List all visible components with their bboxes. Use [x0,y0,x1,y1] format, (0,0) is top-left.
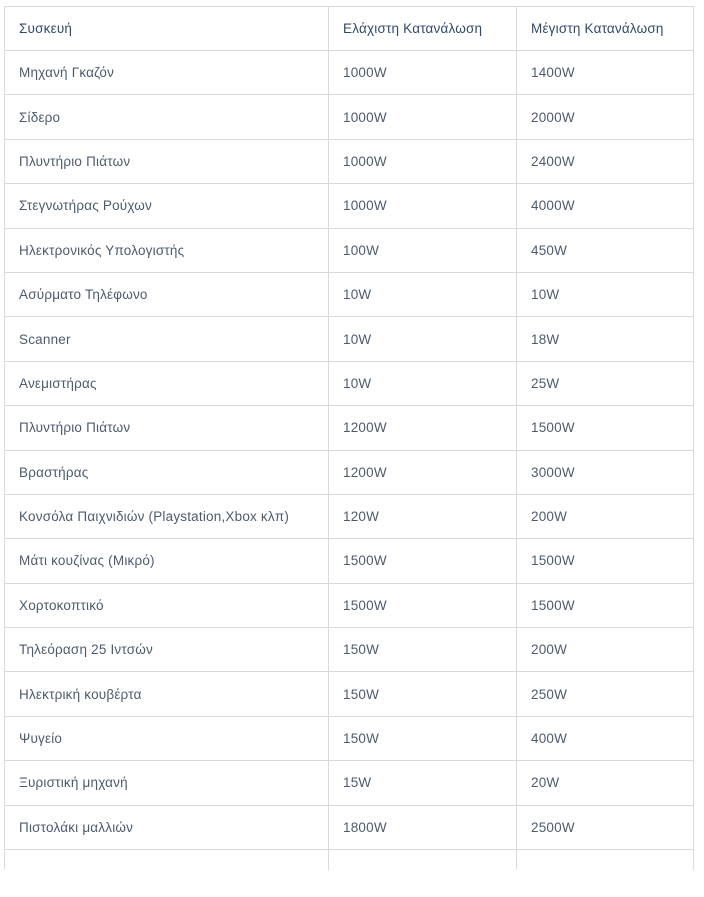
device-cell: Κονσόλα Παιχνιδιών (Playstation,Xbox κλπ… [4,493,329,540]
table-row: Πλυντήριο Πιάτων 1000W 2400W [4,138,694,185]
device-cell: Μάτι κουζίνας (Μικρό) [4,538,329,584]
table-row: Ανεμιστήρας 10W 25W [4,360,694,407]
table-row: Μάτι κουζίνας (Μικρό) 1500W 1500W [4,538,694,584]
device-cell: Βραστήρας [4,449,329,495]
min-consumption-cell: 1000W [328,183,517,229]
device-cell: Ψυγείο [4,715,329,762]
min-consumption-cell: 1500W [328,582,517,629]
min-consumption-cell: 120W [328,493,517,540]
max-consumption-cell: 1400W [516,49,694,96]
max-consumption-cell: 200W [516,493,694,540]
table-row: Σίδερο 1000W 2000W [4,94,694,140]
min-consumption-cell: 100W [328,227,517,273]
min-consumption-cell: 10W [328,360,517,407]
column-header-device: Συσκευή [4,6,329,51]
max-consumption-cell: 400W [516,715,694,762]
max-consumption-cell: 20W [516,760,694,806]
partial-table-row [4,849,694,870]
max-consumption-cell: 4000W [516,183,694,229]
column-header-min-consumption: Ελάχιστη Κατανάλωση [328,6,517,51]
table-row: Κονσόλα Παιχνιδιών (Playstation,Xbox κλπ… [4,493,694,540]
device-cell: Ηλεκτρονικός Υπολογιστής [4,227,329,273]
min-consumption-cell: 1000W [328,138,517,185]
table-row: Πιστολάκι μαλλιών 1800W 2500W [4,804,694,851]
min-consumption-cell: 1000W [328,94,517,140]
empty-cell [4,849,329,870]
min-consumption-cell: 1200W [328,405,517,451]
table-row: Ηλεκτρική κουβέρτα 150W 250W [4,671,694,717]
max-consumption-cell: 18W [516,316,694,362]
table-row: Ηλεκτρονικός Υπολογιστής 100W 450W [4,227,694,273]
device-cell: Ηλεκτρική κουβέρτα [4,671,329,717]
device-cell: Στεγνωτήρας Ρούχων [4,183,329,229]
max-consumption-cell: 1500W [516,582,694,629]
device-cell: Πλυντήριο Πιάτων [4,405,329,451]
max-consumption-cell: 200W [516,627,694,673]
max-consumption-cell: 250W [516,671,694,717]
min-consumption-cell: 150W [328,671,517,717]
max-consumption-cell: 2500W [516,804,694,851]
min-consumption-cell: 10W [328,271,517,318]
table-row: Βραστήρας 1200W 3000W [4,449,694,495]
max-consumption-cell: 2400W [516,138,694,185]
table-row: Μηχανή Γκαζόν 1000W 1400W [4,49,694,96]
device-cell: Πλυντήριο Πιάτων [4,138,329,185]
header-row: Συσκευή Ελάχιστη Κατανάλωση Μέγιστη Κατα… [4,6,694,51]
device-cell: Ξυριστική μηχανή [4,760,329,806]
empty-cell [516,849,694,870]
device-cell: Μηχανή Γκαζόν [4,49,329,96]
table-row: Πλυντήριο Πιάτων 1200W 1500W [4,405,694,451]
table-row: Ψυγείο 150W 400W [4,715,694,762]
device-cell: Τηλεόραση 25 Ιντσών [4,627,329,673]
min-consumption-cell: 1800W [328,804,517,851]
min-consumption-cell: 1200W [328,449,517,495]
table-row: Στεγνωτήρας Ρούχων 1000W 4000W [4,183,694,229]
table-row: Χορτοκοπτικό 1500W 1500W [4,582,694,629]
device-cell: Χορτοκοπτικό [4,582,329,629]
max-consumption-cell: 1500W [516,538,694,584]
min-consumption-cell: 1000W [328,49,517,96]
power-consumption-table: Συσκευή Ελάχιστη Κατανάλωση Μέγιστη Κατα… [4,6,694,870]
max-consumption-cell: 3000W [516,449,694,495]
table-row: Ξυριστική μηχανή 15W 20W [4,760,694,806]
max-consumption-cell: 10W [516,271,694,318]
min-consumption-cell: 10W [328,316,517,362]
min-consumption-cell: 15W [328,760,517,806]
max-consumption-cell: 25W [516,360,694,407]
min-consumption-cell: 150W [328,627,517,673]
min-consumption-cell: 150W [328,715,517,762]
max-consumption-cell: 450W [516,227,694,273]
column-header-max-consumption: Μέγιστη Κατανάλωση [516,6,694,51]
device-cell: Ανεμιστήρας [4,360,329,407]
table-body: Μηχανή Γκαζόν 1000W 1400W Σίδερο 1000W 2000W Π… [4,49,694,870]
table-row: Τηλεόραση 25 Ιντσών 150W 200W [4,627,694,673]
table-row: Scanner 10W 18W [4,316,694,362]
device-cell: Σίδερο [4,94,329,140]
max-consumption-cell: 2000W [516,94,694,140]
device-cell: Scanner [4,316,329,362]
empty-cell [328,849,517,870]
min-consumption-cell: 1500W [328,538,517,584]
device-cell: Πιστολάκι μαλλιών [4,804,329,851]
table-row: Ασύρματο Τηλέφωνο 10W 10W [4,271,694,318]
device-cell: Ασύρματο Τηλέφωνο [4,271,329,318]
max-consumption-cell: 1500W [516,405,694,451]
